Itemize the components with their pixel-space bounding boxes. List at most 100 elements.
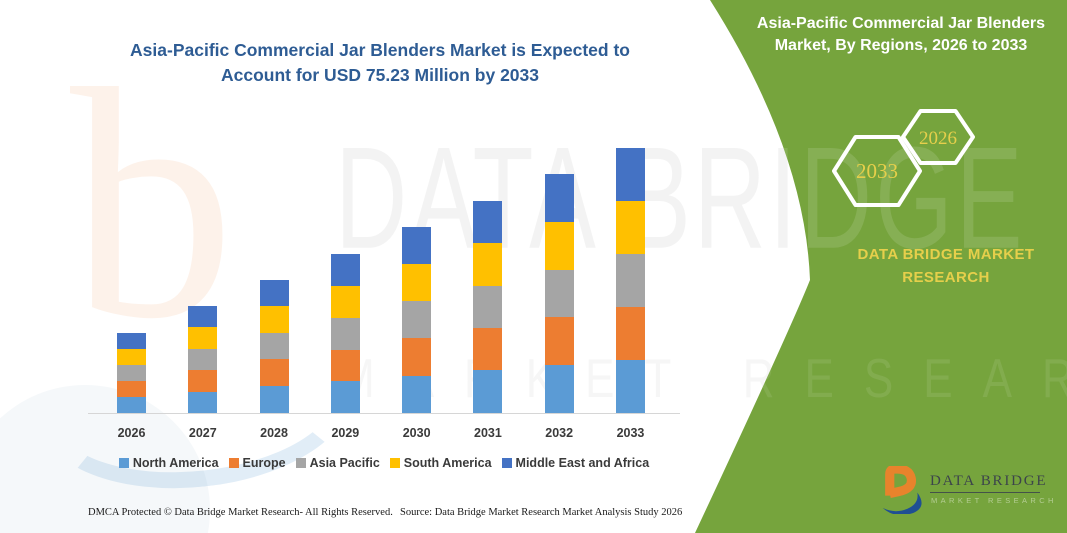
- logo-subtitle-text: MARKET RESEARCH: [931, 496, 1057, 505]
- bar-2026: [117, 149, 146, 413]
- x-label-2030: 2030: [402, 426, 431, 440]
- bar-stack-2031: [473, 200, 503, 413]
- segment-2032-north-america: [544, 365, 574, 413]
- bar-stack-2032: [544, 173, 574, 413]
- segment-2033-south-america: [615, 201, 645, 255]
- legend-label-north-america: North America: [132, 456, 219, 470]
- segment-2027-europe: [188, 370, 218, 392]
- segment-2030-south-america: [402, 263, 432, 302]
- legend-swatch-asia-pacific-icon: [295, 458, 306, 468]
- data-bridge-logo: DATA BRIDGE MARKET RESEARCH: [880, 464, 1067, 524]
- hexagon-2026: 2026: [901, 109, 975, 165]
- segment-2029-north-america: [330, 381, 360, 413]
- logo-underline: [930, 492, 1040, 493]
- x-label-2026: 2026: [117, 426, 146, 440]
- segment-2029-asia-pacific: [330, 317, 360, 350]
- segment-2028-south-america: [259, 306, 289, 334]
- data-bridge-b-logo-icon: [882, 464, 922, 516]
- hexagon-2033: 2033: [832, 135, 922, 207]
- segment-2030-europe: [402, 338, 432, 376]
- segment-2026-asia-pacific: [117, 364, 146, 381]
- segment-2026-middle-east-and-africa: [117, 332, 146, 349]
- legend-item-middle-east-and-africa: Middle East and Africa: [501, 456, 650, 470]
- segment-2031-europe: [473, 328, 503, 371]
- segment-2029-middle-east-and-africa: [330, 254, 360, 286]
- segment-2027-asia-pacific: [188, 348, 218, 370]
- brand-text-line2: RESEARCH: [902, 269, 990, 287]
- segment-2031-north-america: [473, 370, 503, 413]
- side-panel-title-line1: Asia-Pacific Commercial Jar Blenders: [756, 15, 1046, 32]
- segment-2030-middle-east-and-africa: [402, 226, 432, 264]
- bar-2029: [330, 149, 360, 413]
- legend-item-south-america: South America: [389, 456, 492, 470]
- bar-2033: [615, 148, 645, 413]
- x-axis-labels: 2026 2027 2028 2029 2030 2031 2032 2033: [88, 426, 680, 440]
- segment-2026-europe: [117, 380, 146, 398]
- x-label-2033: 2033: [616, 426, 645, 440]
- legend-label-asia-pacific: Asia Pacific: [309, 456, 380, 470]
- legend-item-asia-pacific: Asia Pacific: [295, 456, 380, 470]
- brand-text-line1: DATA BRIDGE MARKET: [857, 246, 1035, 263]
- bar-stack-2030: [402, 226, 432, 413]
- bar-2028: [259, 149, 289, 413]
- segment-2029-south-america: [330, 285, 360, 318]
- segment-2027-north-america: [188, 391, 218, 413]
- bar-stack-2033: [615, 148, 645, 413]
- legend-label-south-america: South America: [403, 456, 492, 470]
- segment-2028-europe: [259, 359, 289, 387]
- side-panel-title: Asia-Pacific Commercial Jar Blenders Mar…: [745, 13, 1057, 57]
- legend-item-north-america: North America: [118, 456, 219, 470]
- segment-2030-asia-pacific: [402, 301, 432, 339]
- segment-2033-north-america: [615, 359, 645, 413]
- bar-2027: [188, 149, 218, 413]
- segment-2031-asia-pacific: [473, 285, 503, 329]
- x-label-2027: 2027: [188, 426, 217, 440]
- segment-2026-south-america: [117, 348, 146, 365]
- bar-2031: [473, 149, 503, 413]
- segment-2033-asia-pacific: [615, 254, 645, 308]
- bar-stack-2027: [188, 305, 218, 413]
- bar-stack-2026: [117, 332, 146, 413]
- side-panel-title-line2: Market, By Regions, 2026 to 2033: [774, 37, 1028, 55]
- bar-2032: [544, 149, 574, 413]
- segment-2032-asia-pacific: [544, 269, 574, 318]
- segment-2028-middle-east-and-africa: [259, 279, 289, 307]
- segment-2027-south-america: [188, 327, 218, 349]
- x-label-2032: 2032: [545, 426, 574, 440]
- bar-2030: [402, 149, 432, 413]
- logo-name-text: DATA BRIDGE: [930, 473, 1048, 489]
- legend-item-europe: Europe: [228, 456, 286, 470]
- chart-title: Asia-Pacific Commercial Jar Blenders Mar…: [100, 38, 660, 88]
- legend-label-middle-east-and-africa: Middle East and Africa: [515, 456, 650, 470]
- footer-source-text: Source: Data Bridge Market Research Mark…: [400, 507, 683, 518]
- segment-2033-europe: [615, 307, 645, 360]
- segment-2033-middle-east-and-africa: [615, 148, 645, 202]
- segment-2026-north-america: [117, 397, 146, 413]
- x-label-2028: 2028: [260, 426, 288, 440]
- x-label-2031: 2031: [474, 426, 502, 440]
- side-panel-brand-text: DATA BRIDGE MARKET RESEARCH: [830, 243, 1062, 290]
- segment-2032-middle-east-and-africa: [544, 173, 574, 222]
- hexagon-2033-label: 2033: [856, 159, 898, 183]
- segment-2032-europe: [544, 317, 574, 366]
- footer-dmca-text: DMCA Protected © Data Bridge Market Rese…: [88, 507, 393, 518]
- chart-title-line2: Account for USD 75.23 Million by 2033: [221, 64, 539, 85]
- x-label-2029: 2029: [331, 426, 360, 440]
- legend-swatch-north-america-icon: [118, 458, 129, 468]
- segment-2028-north-america: [259, 386, 289, 413]
- hexagon-years-graphic: 2033 2026: [832, 109, 975, 207]
- segment-2029-europe: [330, 349, 360, 382]
- legend-label-europe: Europe: [242, 456, 286, 470]
- bar-stack-2029: [330, 254, 360, 413]
- legend-swatch-south-america-icon: [389, 458, 400, 468]
- legend: North America Europe Asia Pacific South Ame…: [88, 456, 680, 470]
- hexagon-2026-label: 2026: [919, 128, 957, 149]
- segment-2027-middle-east-and-africa: [188, 305, 218, 327]
- segment-2031-middle-east-and-africa: [473, 200, 503, 244]
- segment-2032-south-america: [544, 221, 574, 270]
- segment-2030-north-america: [402, 375, 432, 413]
- bar-stack-2028: [259, 279, 289, 413]
- legend-swatch-middle-east-and-africa-icon: [501, 458, 512, 468]
- bars-area: [88, 148, 680, 414]
